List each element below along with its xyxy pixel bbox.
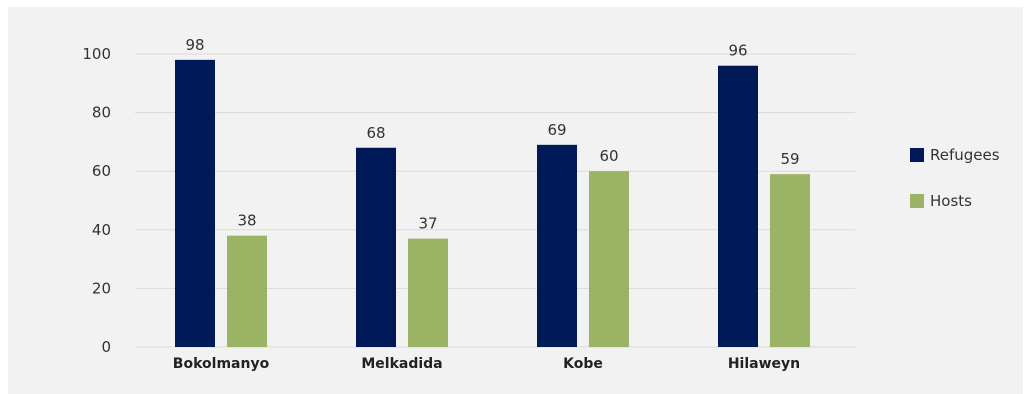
y-tick-label-60: 60 bbox=[92, 162, 111, 180]
legend: Refugees Hosts bbox=[910, 146, 1000, 210]
data-labels: 98 38 68 37 69 60 96 59 bbox=[185, 36, 799, 233]
y-tick-label-40: 40 bbox=[92, 221, 111, 239]
category-label-melkadida: Melkadida bbox=[361, 356, 442, 372]
bar-hosts-melkadida bbox=[408, 238, 448, 347]
bars bbox=[175, 59, 810, 348]
data-label-hosts-melkadida: 37 bbox=[418, 215, 437, 233]
bar-hosts-bokolmanyo bbox=[227, 235, 267, 347]
y-tick-label-100: 100 bbox=[82, 45, 111, 63]
data-label-refugees-hilaweyn: 96 bbox=[728, 42, 747, 60]
bar-refugees-melkadida bbox=[356, 147, 396, 347]
bar-hosts-hilaweyn bbox=[770, 174, 810, 347]
bar-hosts-kobe bbox=[589, 171, 629, 347]
y-tick-label-80: 80 bbox=[92, 104, 111, 122]
data-label-refugees-kobe: 69 bbox=[547, 121, 566, 139]
category-label-kobe: Kobe bbox=[563, 356, 603, 372]
legend-label-refugees: Refugees bbox=[930, 146, 1000, 164]
bar-refugees-bokolmanyo bbox=[175, 59, 215, 348]
category-label-hilaweyn: Hilaweyn bbox=[728, 356, 800, 372]
bar-refugees-kobe bbox=[537, 144, 577, 347]
y-tick-label-20: 20 bbox=[92, 279, 111, 297]
data-label-hosts-hilaweyn: 59 bbox=[780, 150, 799, 168]
y-tick-label-0: 0 bbox=[101, 338, 111, 356]
legend-swatch-refugees bbox=[910, 148, 924, 162]
data-label-refugees-bokolmanyo: 98 bbox=[185, 36, 204, 54]
y-axis-ticks: 0 20 40 60 80 100 bbox=[82, 45, 111, 356]
data-label-hosts-kobe: 60 bbox=[599, 147, 618, 165]
data-label-hosts-bokolmanyo: 38 bbox=[237, 212, 256, 230]
data-label-refugees-melkadida: 68 bbox=[366, 124, 385, 142]
legend-swatch-hosts bbox=[910, 194, 924, 208]
legend-label-hosts: Hosts bbox=[930, 192, 972, 210]
bar-refugees-hilaweyn bbox=[718, 65, 758, 347]
category-label-bokolmanyo: Bokolmanyo bbox=[173, 356, 270, 372]
x-axis-categories: Bokolmanyo Melkadida Kobe Hilaweyn bbox=[173, 356, 800, 372]
